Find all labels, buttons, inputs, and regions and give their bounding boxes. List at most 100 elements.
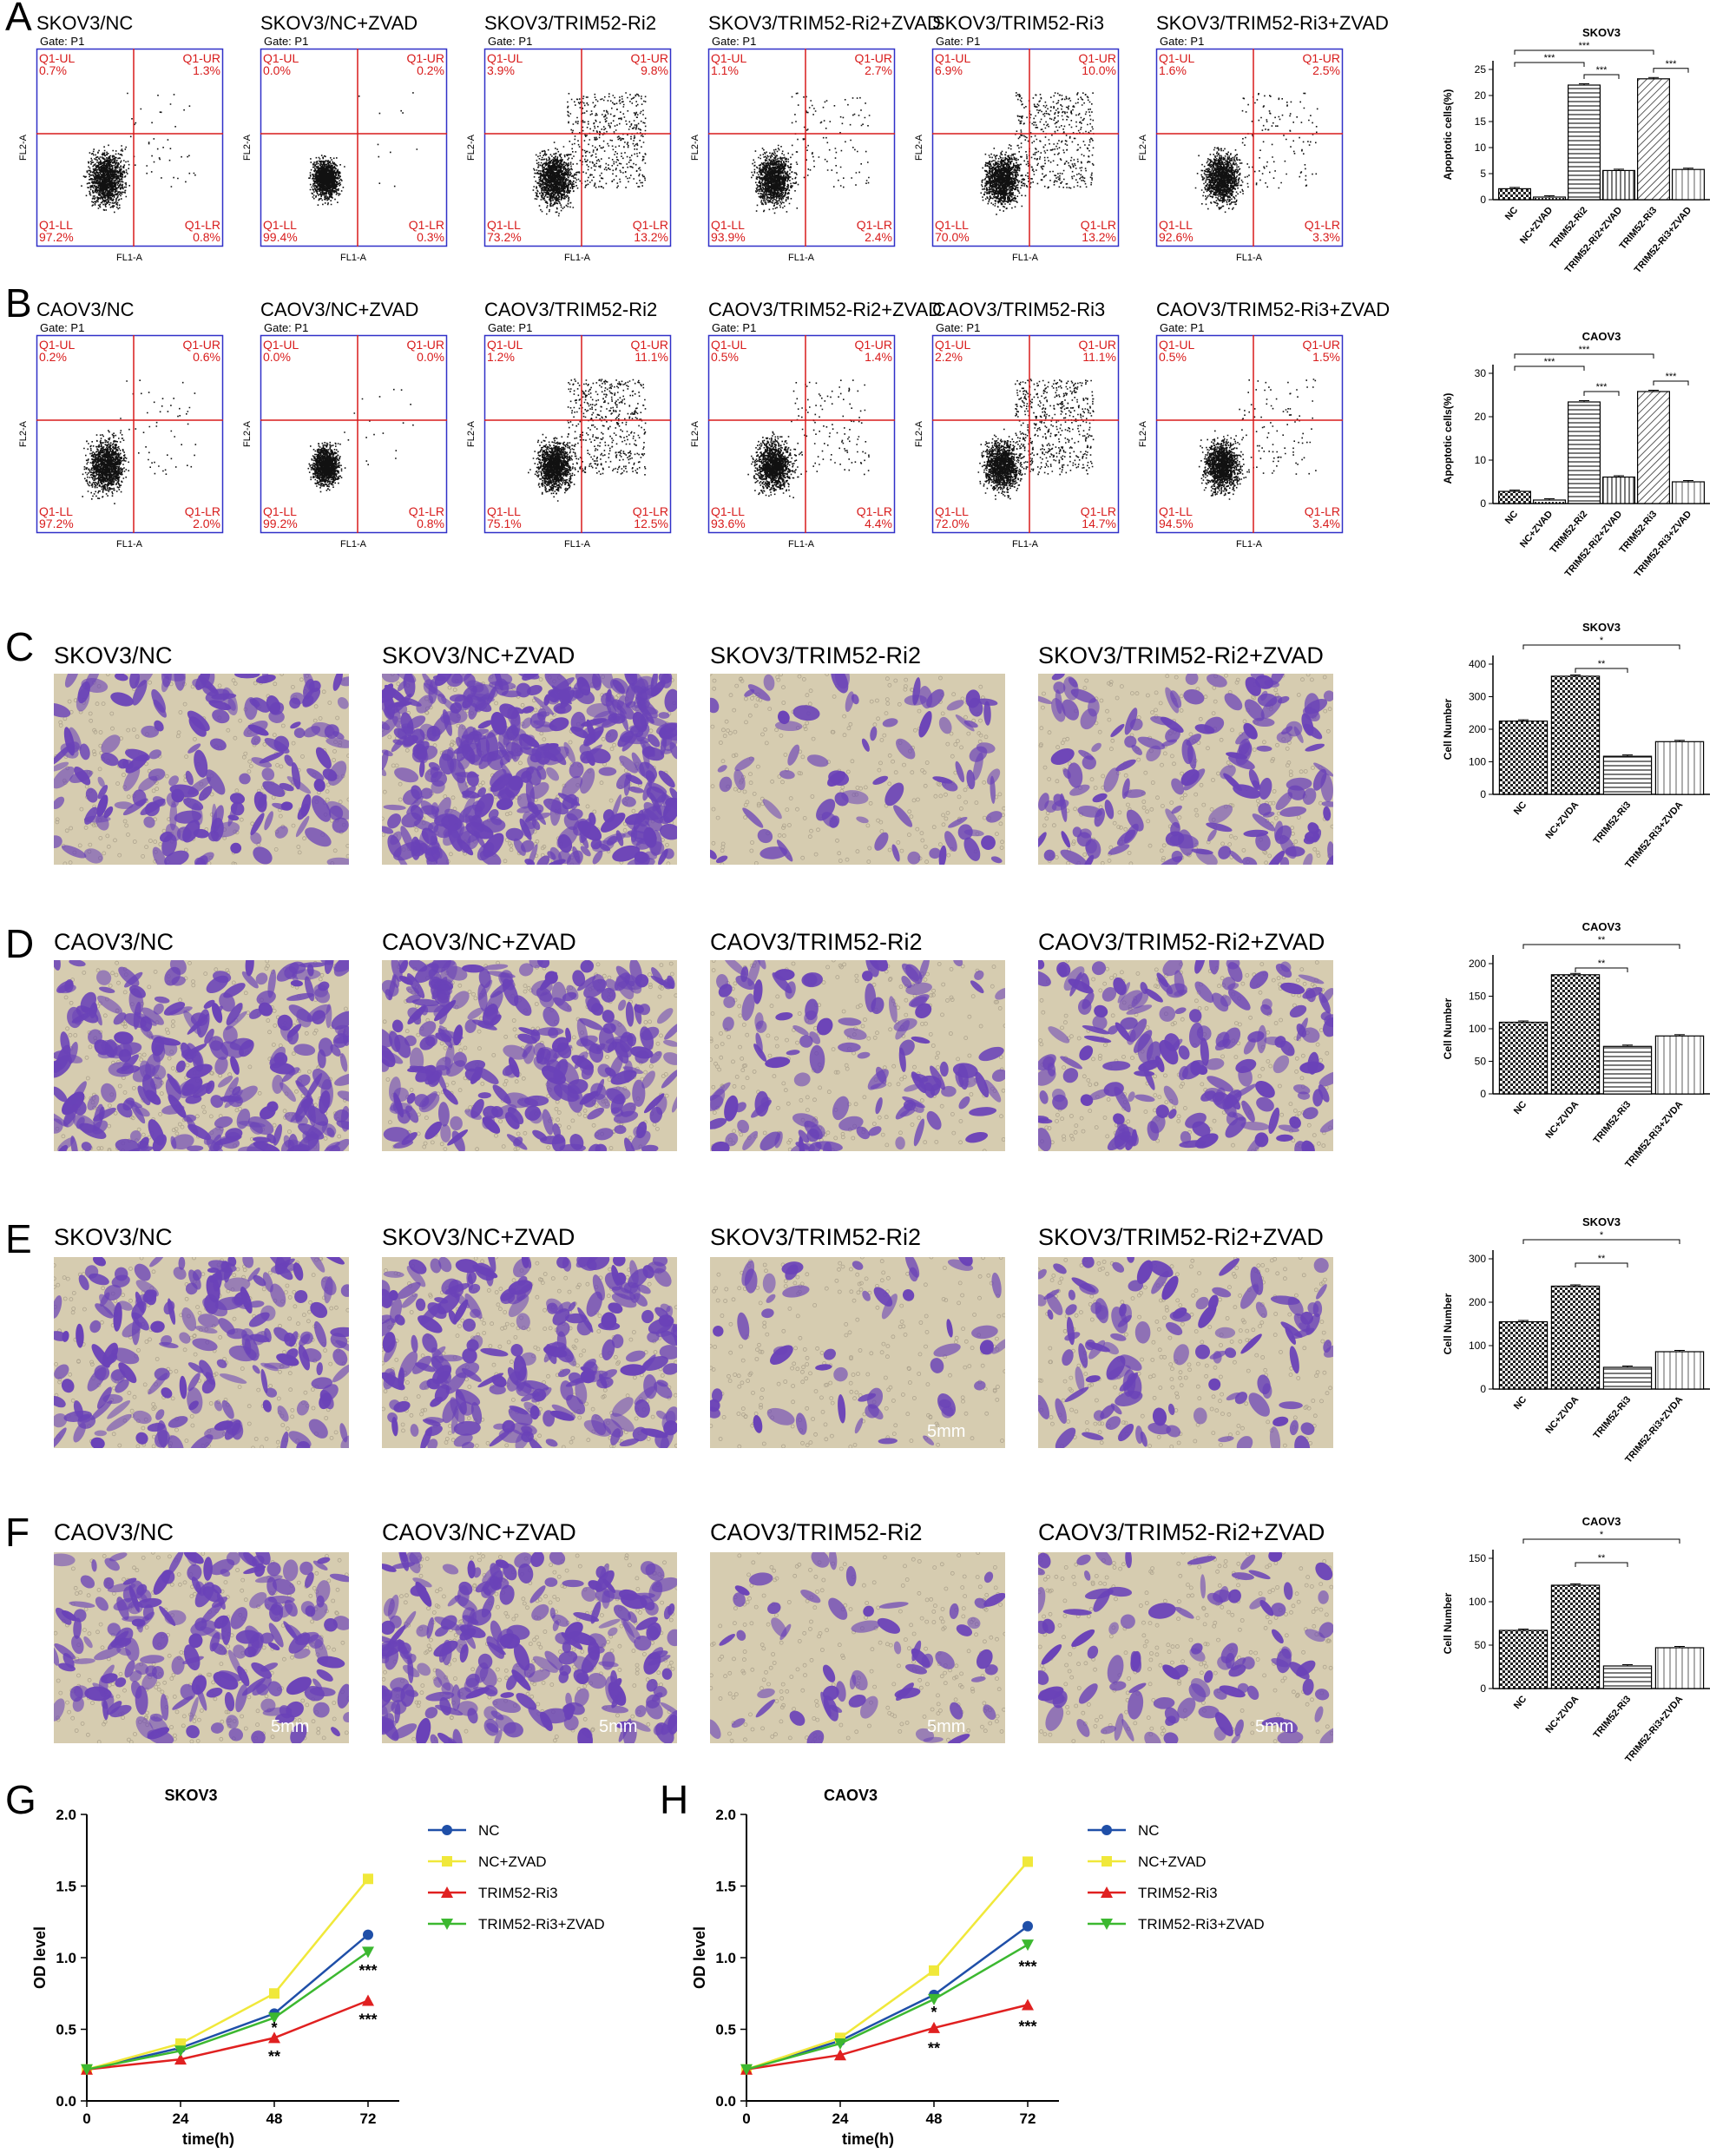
y-tick-label: 300 — [1469, 691, 1486, 703]
y-tick-label: 0.0 — [715, 2093, 736, 2110]
stained-cells — [382, 1257, 677, 1448]
data-point — [1022, 1998, 1034, 2011]
significance-marker: ** — [1598, 935, 1606, 945]
series-line — [86, 1933, 369, 2071]
significance-bracket — [1522, 644, 1680, 649]
significance-bracket — [1514, 353, 1654, 359]
x-tick-label: TRIM52-Ri3 — [1592, 1099, 1634, 1146]
quadrant-text: 0.2% — [417, 63, 444, 77]
bar — [1533, 499, 1567, 504]
quadrant-text: Q1-LR — [1305, 218, 1340, 232]
quadrant-text: Q1-LL — [711, 504, 745, 518]
x-axis-title: FL1-A — [116, 539, 143, 550]
bar — [1654, 741, 1705, 795]
x-tick-label: TRIM52-Ri3 — [1592, 1394, 1634, 1441]
y-tick-label: 0 — [1480, 1088, 1486, 1100]
quadrant-text: Q1-LR — [185, 504, 220, 518]
x-tick-label: 0 — [742, 2110, 750, 2127]
flow-plot: Q1-UL 3.9% Q1-UR 9.8% Q1-LL 73.2% Q1-LR 13.2% Ga… — [466, 35, 672, 263]
bar — [1497, 188, 1531, 201]
bar — [1602, 755, 1653, 795]
quadrant-text: Q1-UR — [182, 51, 220, 65]
microscopy-image — [710, 960, 1005, 1151]
x-axis-title: FL1-A — [788, 539, 815, 550]
y-tick-label: 20 — [1475, 411, 1487, 423]
microscopy-image — [710, 674, 1005, 865]
microscopy-image — [382, 960, 677, 1151]
significance-marker: ** — [1598, 1254, 1606, 1264]
chart-title: SKOV3 — [1582, 1215, 1621, 1228]
y-tick-label: 400 — [1469, 658, 1486, 670]
quadrant-text: Q1-LR — [857, 218, 892, 232]
x-tick-label: NC — [1503, 205, 1520, 222]
x-tick-label: 72 — [1020, 2110, 1036, 2127]
gate-label: Gate: P1 — [40, 321, 84, 334]
flow-plot: Q1-UL 0.2% Q1-UR 0.6% Q1-LL 97.2% Q1-LR 2.0% Gat… — [18, 321, 224, 550]
flow-title: CAOV3/NC+ZVAD — [260, 299, 419, 320]
data-point — [1101, 1856, 1112, 1867]
quadrant-text: 0.0% — [263, 63, 291, 77]
y-tick-label: 0.5 — [715, 2022, 736, 2038]
data-point — [929, 1965, 939, 1976]
panel-label-b: B — [5, 280, 32, 326]
y-tick-label: 0 — [1480, 788, 1486, 800]
y-axis-label: OD level — [31, 1926, 49, 1989]
flow-frame — [483, 48, 672, 247]
x-tick-label: TRIM52-Ri3+ZVDA — [1623, 1099, 1685, 1170]
y-axis-label: Cell Number — [1442, 1293, 1454, 1354]
quadrant-text: Q1-LR — [185, 218, 220, 232]
bar-chart-b: CAOV3 0 10 20 30 Apoptotic cells(%) NC NC+ZVAD T… — [1406, 321, 1727, 599]
image-title: SKOV3/NC+ZVAD — [382, 642, 575, 668]
x-tick-label: NC — [1503, 509, 1520, 526]
y-tick-label: 150 — [1469, 991, 1486, 1003]
flow-title: CAOV3/TRIM52-Ri3+ZVAD — [1156, 299, 1391, 320]
y-axis-title: FL2-A — [466, 134, 477, 161]
y-tick-label: 200 — [1469, 1296, 1486, 1308]
y-tick-label: 100 — [1469, 756, 1486, 768]
flow-title: CAOV3/TRIM52-Ri2+ZVAD — [708, 299, 943, 320]
chart-title: CAOV3 — [1582, 330, 1621, 343]
bar — [1654, 1351, 1705, 1390]
data-point — [81, 2064, 93, 2076]
quadrant-text: Q1-UL — [263, 51, 299, 65]
y-axis-title: FL2-A — [466, 420, 477, 447]
quadrant-text: 2.7% — [865, 63, 892, 77]
line-chart-g: SKOV3 0.0 0.5 1.0 1.5 2.0 0 24 48 72 time(h) OD lev… — [17, 1780, 660, 2148]
panel-label-f: F — [5, 1510, 30, 1555]
flow-frame — [36, 334, 224, 534]
stained-cells — [54, 1257, 349, 1448]
significance-marker: *** — [1666, 372, 1678, 382]
x-tick-label: TRIM52-Ri3+ZVDA — [1623, 1394, 1685, 1465]
data-point — [362, 1946, 374, 1959]
x-axis-title: FL1-A — [1012, 253, 1039, 263]
y-axis-title: FL2-A — [1138, 420, 1148, 447]
legend-label: NC — [1138, 1822, 1160, 1839]
bar-chart-f: CAOV3 0 50 100 150 Cell Number NC NC+ZVDA TRIM52… — [1406, 1506, 1727, 1793]
quadrant-text: 99.4% — [263, 230, 298, 244]
stained-cells — [1038, 960, 1333, 1151]
quadrant-text: Q1-LR — [409, 504, 444, 518]
quadrant-text: 73.2% — [487, 230, 522, 244]
y-axis-title: FL2-A — [690, 134, 700, 161]
flow-title: CAOV3/NC — [36, 299, 135, 320]
x-tick-label: 0 — [82, 2110, 90, 2127]
quadrant-text: Q1-UR — [1078, 51, 1116, 65]
x-axis-title: FL1-A — [116, 253, 143, 263]
significance-marker: *** — [358, 2011, 377, 2028]
microscopy-image — [710, 1552, 1005, 1743]
x-tick-label: 24 — [173, 2110, 189, 2127]
stained-cells — [1038, 674, 1333, 865]
significance-bracket — [1575, 1562, 1628, 1567]
bar — [1497, 491, 1531, 504]
significance-bracket — [1514, 365, 1585, 371]
y-axis-title: FL2-A — [1138, 134, 1148, 161]
quadrant-text: 0.0% — [263, 350, 291, 364]
x-tick-label: NC — [1512, 1099, 1529, 1116]
quadrant-text: Q1-LL — [263, 504, 297, 518]
flow-events — [82, 379, 197, 504]
flow-plot: Q1-UL 1.1% Q1-UR 2.7% Q1-LL 93.9% Q1-LR 2.4% Gat… — [690, 35, 896, 263]
